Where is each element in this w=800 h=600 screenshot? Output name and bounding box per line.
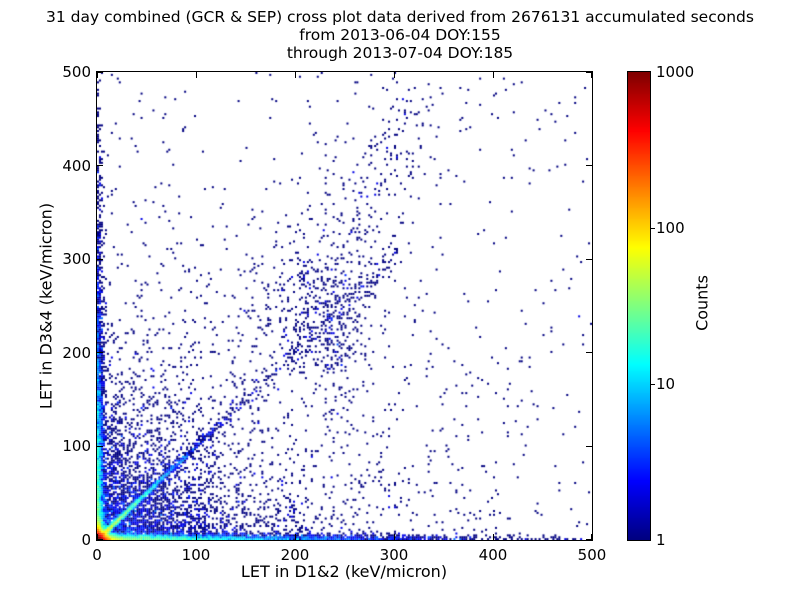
y-tick-label: 300	[62, 250, 91, 269]
tick-mark	[195, 72, 197, 78]
colorbar-tick-mark	[650, 227, 655, 229]
tick-mark	[586, 258, 592, 260]
colorbar-gradient-canvas	[628, 72, 650, 540]
tick-mark	[97, 72, 103, 73]
tick-mark	[97, 534, 98, 540]
tick-mark	[97, 539, 103, 540]
plot-area	[96, 71, 593, 541]
tick-mark	[586, 352, 592, 354]
tick-mark	[97, 445, 103, 447]
x-tick-label: 300	[379, 546, 409, 564]
tick-mark	[97, 352, 103, 354]
tick-mark	[586, 165, 592, 167]
colorbar-tick-label: 1	[656, 531, 666, 549]
x-tick-label: 0	[92, 546, 102, 564]
tick-mark	[294, 72, 296, 78]
x-tick-label: 200	[280, 546, 310, 564]
tick-mark	[393, 72, 395, 78]
tick-mark	[591, 72, 592, 78]
y-tick-label: 200	[62, 343, 91, 362]
colorbar-label: Counts	[692, 275, 712, 331]
tick-mark	[492, 72, 494, 78]
y-tick-label: 500	[62, 63, 91, 81]
colorbar-tick-label: 1000	[656, 63, 695, 81]
tick-mark	[97, 165, 103, 167]
colorbar-tick-label: 10	[656, 375, 676, 393]
tick-mark	[393, 534, 395, 540]
colorbar-tick-mark	[650, 383, 655, 385]
tick-mark	[294, 534, 296, 540]
tick-mark	[586, 445, 592, 447]
scatter-heatmap-canvas	[97, 72, 592, 540]
colorbar	[627, 71, 651, 541]
x-tick-label: 500	[577, 546, 607, 564]
chart-title: 31 day combined (GCR & SEP) cross plot d…	[0, 8, 800, 62]
chart-title-line-1: 31 day combined (GCR & SEP) cross plot d…	[46, 8, 754, 26]
tick-mark	[492, 534, 494, 540]
tick-mark	[586, 72, 592, 73]
y-tick-label: 400	[62, 156, 91, 175]
y-tick-label: 100	[62, 437, 91, 456]
colorbar-tick-label: 100	[656, 219, 685, 237]
x-tick-label: 100	[181, 546, 211, 564]
tick-mark	[591, 534, 592, 540]
x-axis-label: LET in D1&2 (keV/micron)	[240, 562, 448, 581]
tick-mark	[586, 539, 592, 540]
x-tick-label: 400	[478, 546, 508, 564]
tick-mark	[97, 258, 103, 260]
tick-mark	[97, 72, 98, 78]
y-tick-label: 0	[81, 531, 91, 549]
y-axis-label: LET in D3&4 (keV/micron)	[36, 202, 56, 410]
tick-mark	[195, 534, 197, 540]
chart-title-line-2: from 2013-06-04 DOY:155	[299, 26, 501, 44]
chart-title-line-3: through 2013-07-04 DOY:185	[286, 44, 514, 62]
